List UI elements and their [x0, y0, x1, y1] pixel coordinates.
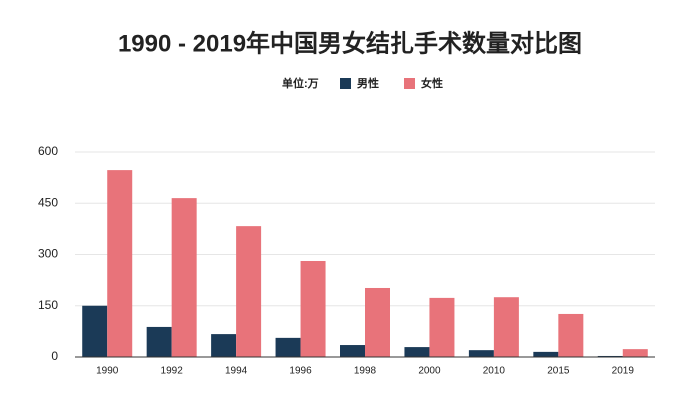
x-tick-label: 1998: [354, 366, 377, 377]
bar: [365, 287, 390, 357]
bar: [533, 351, 559, 357]
bar: [211, 334, 237, 357]
bar: [429, 297, 455, 357]
x-tick-label: 2000: [418, 366, 441, 377]
legend-swatch: [404, 78, 415, 89]
x-tick-label: 1992: [161, 366, 184, 377]
x-tick-label: 1990: [96, 366, 119, 377]
y-tick-label: 150: [38, 298, 58, 312]
x-tick-label: 1996: [289, 366, 312, 377]
bar: [622, 349, 648, 357]
bar: [171, 198, 197, 357]
bar: [236, 226, 262, 357]
bar: [107, 170, 133, 357]
bar: [597, 355, 623, 357]
legend-label: 男性: [357, 76, 379, 90]
legend-label: 女性: [421, 76, 443, 90]
bar: [493, 297, 519, 357]
bar: [300, 260, 326, 357]
y-tick-label: 600: [38, 144, 58, 158]
bar: [82, 305, 108, 357]
unit-label: 单位:万: [282, 76, 319, 90]
bar: [340, 345, 365, 357]
y-tick-label: 0: [51, 349, 58, 363]
y-tick-label: 450: [38, 195, 58, 209]
bar: [275, 337, 301, 357]
bar: [558, 313, 584, 357]
x-tick-label: 2015: [547, 366, 570, 377]
bar: [468, 350, 494, 357]
x-tick-label: 1994: [225, 366, 248, 377]
chart-title: 1990 - 2019年中国男女结扎手术数量对比图: [118, 29, 582, 57]
bar: [146, 326, 172, 357]
x-tick-label: 2010: [483, 366, 506, 377]
x-tick-label: 2019: [612, 366, 635, 377]
bar: [404, 347, 430, 357]
legend-swatch: [340, 78, 351, 89]
y-tick-label: 300: [38, 247, 58, 261]
